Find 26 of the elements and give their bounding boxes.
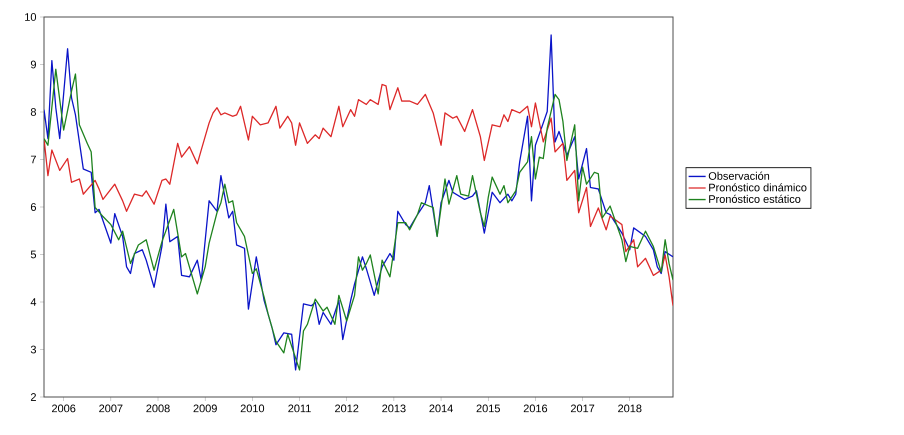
y-tick-label: 8 <box>30 108 36 116</box>
y-tick-label: 10 <box>25 13 36 21</box>
legend-label: Observación <box>708 172 770 180</box>
y-tick-label: 7 <box>30 156 36 164</box>
x-tick-label: 2006 <box>52 404 76 412</box>
x-tick-label: 2014 <box>429 404 453 412</box>
x-tick-label: 2018 <box>618 404 642 412</box>
x-tick-label: 2017 <box>570 404 594 412</box>
x-tick-label: 2009 <box>194 404 217 412</box>
line-series <box>44 84 674 306</box>
y-tick-label: 3 <box>30 346 36 354</box>
y-tick-label: 4 <box>30 298 36 306</box>
x-tick-label: 2013 <box>382 404 406 412</box>
legend-label: Pronóstico dinámico <box>709 183 806 192</box>
x-tick-label: 2011 <box>288 404 311 412</box>
x-tick-label: 2015 <box>476 404 500 412</box>
y-tick-label: 2 <box>30 393 36 401</box>
x-tick-label: 2010 <box>240 404 264 412</box>
y-tick-label: 9 <box>30 60 36 68</box>
x-tick-label: 2007 <box>99 404 122 412</box>
y-tick-label: 5 <box>30 250 36 258</box>
y-tick-label: 6 <box>30 203 36 211</box>
x-tick-label: 2008 <box>146 404 170 412</box>
legend-label: Pronóstico estático <box>709 194 800 203</box>
x-tick-label: 2016 <box>524 404 548 412</box>
x-tick-label: 2012 <box>335 404 358 412</box>
